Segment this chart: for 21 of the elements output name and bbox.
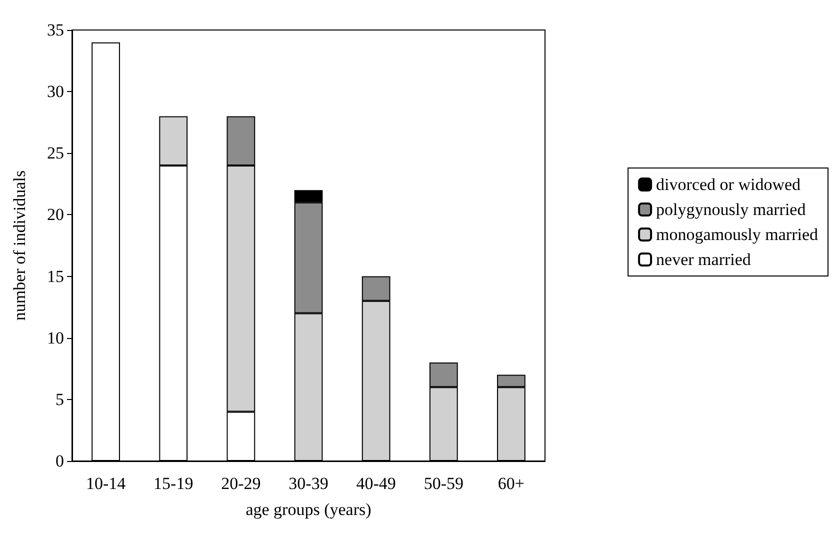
y-tick-label: 35 [47,20,64,40]
x-tick-label: 60+ [498,474,525,493]
x-tick-label: 20-29 [221,474,261,493]
y-tick-label: 30 [47,82,64,102]
y-tick-label: 5 [56,390,64,409]
legend-label: divorced or widowed [656,175,802,194]
legend-label: monogamously married [656,225,818,244]
x-axis-title: age groups (years) [246,500,372,519]
y-tick-label: 20 [47,205,64,224]
y-tick-label: 0 [56,452,64,470]
legend-label: never married [656,250,752,269]
x-tick-label: 50-59 [424,474,464,493]
y-axis-title: number of individuals [10,170,29,321]
legend-label: polygynously married [656,200,806,219]
x-tick-label: 40-49 [356,474,396,493]
y-tick-label: 25 [47,144,64,163]
x-tick-label: 10-14 [86,474,126,493]
x-tick-label: 30-39 [288,474,328,493]
x-tick-label: 15-19 [154,474,194,493]
y-tick-label: 10 [47,328,64,348]
y-tick-label: 15 [47,266,64,286]
